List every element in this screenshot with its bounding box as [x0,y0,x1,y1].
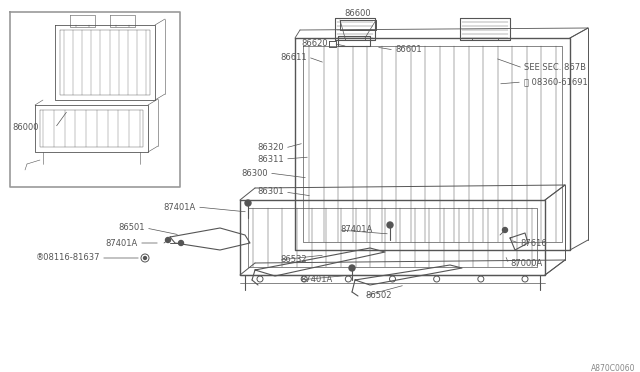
Text: 86301: 86301 [257,187,284,196]
Circle shape [387,222,393,228]
Text: 86532: 86532 [280,256,307,264]
Circle shape [166,237,170,243]
Text: 87401A: 87401A [106,238,138,247]
Text: 87616: 87616 [520,238,547,247]
Circle shape [143,257,147,260]
Text: Ⓢ 08360-61691: Ⓢ 08360-61691 [524,77,588,87]
Circle shape [502,228,508,232]
Text: 86600: 86600 [345,10,371,19]
Text: 87000A: 87000A [510,260,542,269]
Text: 86620: 86620 [301,39,328,48]
Text: SEE SEC. 867B: SEE SEC. 867B [524,64,586,73]
Circle shape [245,200,251,206]
Text: 86501: 86501 [118,224,145,232]
Text: A870C0060: A870C0060 [591,364,635,372]
Text: 87401A: 87401A [164,202,196,212]
Text: 86300: 86300 [241,169,268,177]
Text: 87401A: 87401A [340,225,372,234]
Circle shape [349,265,355,271]
Text: 86311: 86311 [257,154,284,164]
Text: 87401A: 87401A [300,276,332,285]
Text: ®08116-81637: ®08116-81637 [35,253,100,263]
Circle shape [179,241,184,246]
Text: 86601: 86601 [395,45,422,55]
Text: 86000: 86000 [12,124,38,132]
Text: 86611: 86611 [280,52,307,61]
Text: 86320: 86320 [257,144,284,153]
Text: 86502: 86502 [365,292,392,301]
